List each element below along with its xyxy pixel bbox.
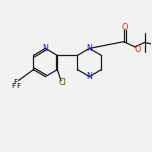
Text: F: F <box>16 83 21 89</box>
Text: F: F <box>13 79 18 85</box>
Text: O: O <box>122 22 128 32</box>
Text: N: N <box>86 72 92 81</box>
Text: O: O <box>134 45 141 54</box>
Text: Cl: Cl <box>58 78 66 87</box>
Text: F: F <box>11 83 15 89</box>
Text: N: N <box>86 44 92 53</box>
Text: N: N <box>42 44 48 53</box>
